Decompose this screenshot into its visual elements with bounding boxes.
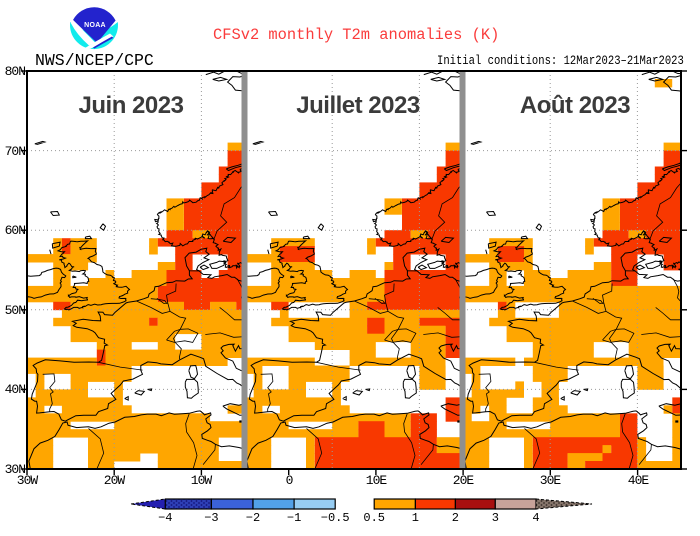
svg-text:50N: 50N (5, 303, 26, 318)
svg-text:1: 1 (412, 511, 419, 525)
svg-text:10E: 10E (366, 473, 388, 488)
svg-text:4: 4 (532, 511, 539, 525)
svg-text:CFSv2 monthly T2m anomalies (K: CFSv2 monthly T2m anomalies (K) (213, 26, 499, 44)
svg-text:20E: 20E (453, 473, 475, 488)
svg-text:30N: 30N (5, 462, 26, 477)
svg-text:Initial conditions: 12Mar2023–: Initial conditions: 12Mar2023–21Mar2023 (437, 53, 684, 68)
svg-text:10W: 10W (191, 473, 213, 488)
svg-text:40N: 40N (5, 382, 26, 397)
svg-text:30W: 30W (17, 473, 39, 488)
svg-text:−3: −3 (204, 511, 218, 525)
svg-text:Juin 2023: Juin 2023 (79, 92, 184, 119)
svg-text:2: 2 (452, 511, 459, 525)
svg-text:3: 3 (492, 511, 499, 525)
svg-text:−2: −2 (246, 511, 260, 525)
svg-text:80N: 80N (5, 64, 26, 79)
svg-text:Août 2023: Août 2023 (520, 92, 630, 119)
svg-text:20W: 20W (104, 473, 126, 488)
svg-text:30E: 30E (540, 473, 562, 488)
svg-text:0: 0 (286, 473, 293, 488)
svg-text:−0.5: −0.5 (321, 511, 350, 525)
svg-text:70N: 70N (5, 144, 26, 159)
svg-text:NOAA: NOAA (84, 22, 106, 29)
svg-text:40E: 40E (628, 473, 650, 488)
svg-text:NWS/NCEP/CPC: NWS/NCEP/CPC (35, 51, 154, 70)
svg-text:0.5: 0.5 (363, 511, 385, 525)
svg-text:−4: −4 (158, 511, 172, 525)
svg-text:−1: −1 (287, 511, 301, 525)
svg-text:Juillet 2023: Juillet 2023 (296, 92, 420, 119)
svg-text:60N: 60N (5, 223, 26, 238)
